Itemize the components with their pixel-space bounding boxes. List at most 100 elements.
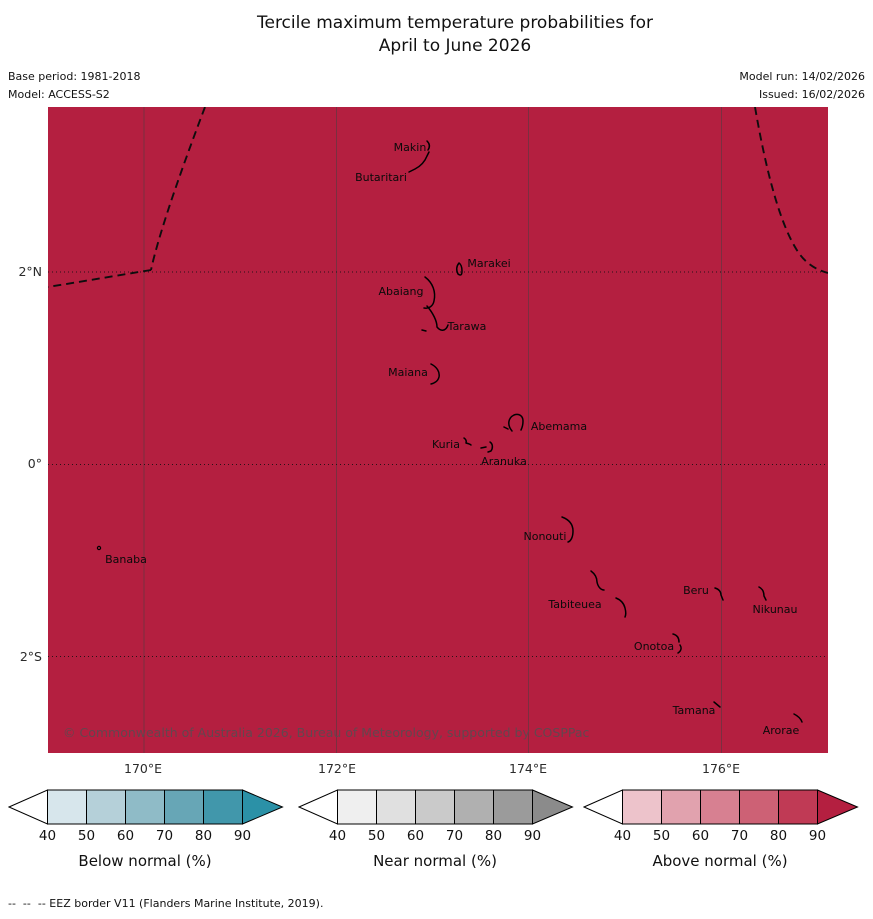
x-tick-170e: 170°E (123, 761, 163, 776)
colorbar-near-seg-4 (454, 789, 494, 825)
tick-label: 40 (328, 828, 347, 844)
colorbar-above-seg-2 (661, 789, 701, 825)
island-marakei (455, 262, 463, 276)
island-tabiteuea (590, 570, 627, 618)
island-kuria (463, 437, 472, 446)
island-banaba (96, 545, 102, 551)
colorbar-near-left-arrow (298, 789, 338, 825)
colorbar-below-right-arrow (242, 789, 284, 825)
page-title: Tercile maximum temperature probabilitie… (37, 12, 873, 58)
x-tick-172e: 172°E (317, 761, 357, 776)
title-line-1: Tercile maximum temperature probabilitie… (256, 13, 653, 33)
tick-label: 80 (484, 828, 503, 844)
colorbar-below-ticks: 40 50 60 70 80 90 (28, 828, 262, 844)
island-beru (714, 587, 724, 601)
colorbar-below-left-arrow (8, 789, 48, 825)
copyright-text: © Commonwealth of Australia 2026, Bureau… (63, 725, 589, 740)
island-makin (426, 140, 431, 151)
island-abemama (503, 413, 524, 432)
colorbar-below-seg-1 (47, 789, 87, 825)
base-period-text: Base period: 1981-2018 (8, 70, 141, 83)
colorbar-near-seg-1 (337, 789, 377, 825)
meta-left: Base period: 1981-2018 Model: ACCESS-S2 (8, 68, 140, 104)
x-tick-174e: 174°E (508, 761, 548, 776)
island-label-nikunau: Nikunau (753, 603, 798, 616)
island-butaritari (408, 151, 430, 173)
tick-label: 80 (194, 828, 213, 844)
tick-label: 60 (116, 828, 135, 844)
colorbar-below-seg-5 (203, 789, 243, 825)
y-tick-2s: 2°S (19, 649, 42, 664)
eez-legend-note: -- -- -- EEZ border V11 (Flanders Marine… (8, 897, 324, 910)
issued-text: Issued: 16/02/2026 (758, 88, 865, 101)
colorbar-near-seg-5 (493, 789, 533, 825)
island-label-nonouti: Nonouti (523, 530, 566, 543)
colorbar-near-normal (298, 789, 574, 825)
tick-label: 90 (523, 828, 542, 844)
island-label-abaiang: Abaiang (379, 285, 424, 298)
title-line-2: April to June 2026 (378, 36, 532, 56)
y-tick-2n: 2°N (18, 264, 42, 279)
colorbar-above-right-arrow (817, 789, 859, 825)
eez-border-left (150, 107, 206, 271)
island-maiana (430, 363, 440, 385)
colorbar-above-seg-1 (622, 789, 662, 825)
island-label-kuria: Kuria (432, 438, 460, 451)
colorbar-above-left-arrow (583, 789, 623, 825)
island-label-makin: Makin (394, 141, 427, 154)
island-tarawa (421, 305, 449, 332)
tick-label: 70 (730, 828, 749, 844)
island-label-maiana: Maiana (388, 366, 428, 379)
tick-label: 60 (406, 828, 425, 844)
island-nonouti (561, 516, 574, 543)
colorbar-near-seg-2 (376, 789, 416, 825)
island-label-abemama: Abemama (531, 420, 587, 433)
eez-border-right (754, 107, 828, 274)
model-run-text: Model run: 14/02/2026 (739, 70, 865, 83)
model-text: Model: ACCESS-S2 (8, 88, 110, 101)
island-aranuka (480, 441, 494, 453)
island-label-banaba: Banaba (105, 553, 147, 566)
island-label-tabiteuea: Tabiteuea (547, 598, 601, 611)
colorbar-above-ticks: 40 50 60 70 80 90 (603, 828, 837, 844)
tick-label: 50 (367, 828, 386, 844)
island-nikunau (758, 586, 767, 601)
colorbar-below-title: Below normal (%) (78, 852, 212, 870)
y-tick-0: 0° (27, 456, 42, 471)
colorbar-above-seg-3 (700, 789, 740, 825)
island-tamana (713, 701, 721, 708)
colorbar-above-seg-4 (739, 789, 779, 825)
colorbar-below-seg-3 (125, 789, 165, 825)
tick-label: 50 (77, 828, 96, 844)
tick-label: 70 (155, 828, 174, 844)
map-canvas: Makin Butaritari Marakei Abaiang Tarawa … (48, 107, 828, 753)
colorbar-below-seg-4 (164, 789, 204, 825)
tick-label: 60 (691, 828, 710, 844)
colorbar-below-normal (8, 789, 284, 825)
colorbar-above-seg-5 (778, 789, 818, 825)
island-arorae (793, 713, 803, 723)
island-label-tarawa: Tarawa (447, 320, 487, 333)
colorbar-near-title: Near normal (%) (373, 852, 497, 870)
island-label-tamana: Tamana (672, 704, 716, 717)
colorbar-below-seg-2 (86, 789, 126, 825)
tick-label: 40 (613, 828, 632, 844)
colorbar-near-right-arrow (532, 789, 574, 825)
map-background (48, 107, 828, 753)
island-label-aranuka: Aranuka (481, 455, 527, 468)
tick-label: 90 (233, 828, 252, 844)
meta-right: Model run: 14/02/2026 Issued: 16/02/2026 (739, 68, 865, 104)
tick-label: 80 (769, 828, 788, 844)
tick-label: 50 (652, 828, 671, 844)
island-onotoa (672, 633, 682, 654)
tick-label: 70 (445, 828, 464, 844)
colorbar-above-title: Above normal (%) (652, 852, 788, 870)
colorbar-above-normal (583, 789, 859, 825)
x-tick-176e: 176°E (701, 761, 741, 776)
island-label-marakei: Marakei (467, 257, 510, 270)
island-label-butaritari: Butaritari (355, 171, 407, 184)
island-label-onotoa: Onotoa (634, 640, 674, 653)
tick-label: 40 (38, 828, 57, 844)
colorbar-near-seg-3 (415, 789, 455, 825)
